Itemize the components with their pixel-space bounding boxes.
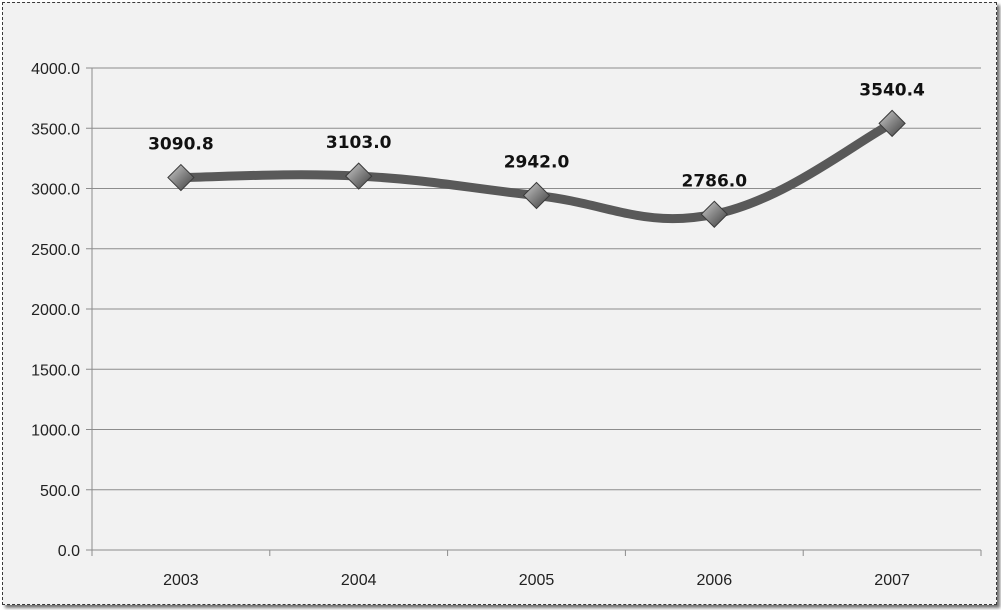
y-tick-labels: 0.0 500.0 1000.0 1500.0 2000.0 2500.0 3000.0 35… <box>31 61 80 560</box>
data-point-marker <box>344 162 373 190</box>
x-tick-label: 2007 <box>874 572 910 589</box>
data-labels: 3090.8 3103.0 2942.0 2786.0 3540.4 <box>148 80 925 191</box>
x-tick-label: 2006 <box>697 572 733 589</box>
y-tick-label: 3500.0 <box>31 121 80 138</box>
x-tick-label: 2005 <box>519 572 555 589</box>
data-label: 2786.0 <box>681 171 747 191</box>
x-tick-label: 2003 <box>163 572 199 589</box>
x-tick-labels: 2003 2004 2005 2006 2007 <box>163 572 910 589</box>
data-point-marker <box>878 109 906 138</box>
y-tick-label: 2000.0 <box>31 302 80 319</box>
data-point-marker <box>700 200 729 228</box>
data-point-marker <box>522 181 551 210</box>
x-tick-label: 2004 <box>341 572 377 589</box>
gridlines <box>92 67 981 491</box>
y-tick-label: 500.0 <box>40 483 80 500</box>
y-tick-label: 2500.0 <box>31 242 80 259</box>
data-label: 2942.0 <box>504 152 570 172</box>
y-tick-label: 0.0 <box>58 543 80 560</box>
y-tick-label: 1000.0 <box>31 423 80 440</box>
series-markers <box>167 109 906 228</box>
y-tick-label: 3000.0 <box>31 182 80 199</box>
axes <box>86 67 982 556</box>
data-point-marker <box>167 163 195 192</box>
y-tick-label: 1500.0 <box>31 362 80 379</box>
data-label: 3090.8 <box>148 135 214 155</box>
data-label: 3103.0 <box>326 133 392 153</box>
data-label: 3540.4 <box>859 80 925 100</box>
y-tick-label: 4000.0 <box>31 61 80 78</box>
